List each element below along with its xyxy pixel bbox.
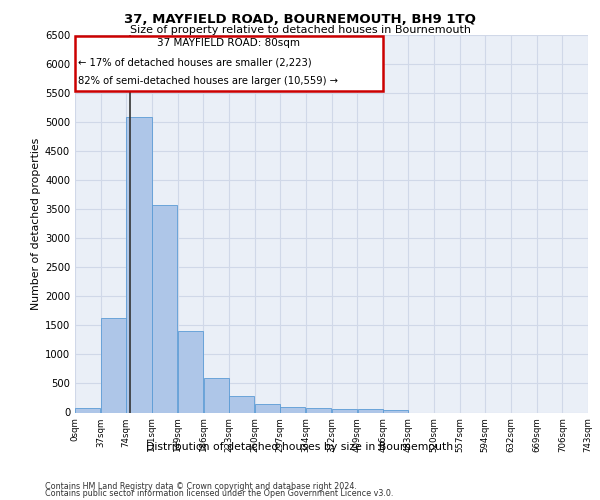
Text: 82% of semi-detached houses are larger (10,559) →: 82% of semi-detached houses are larger (… [79, 76, 338, 86]
Bar [126, 118, 152, 412]
Bar [254, 404, 280, 412]
Bar [332, 409, 357, 412]
Text: 37 MAYFIELD ROAD: 80sqm: 37 MAYFIELD ROAD: 80sqm [157, 38, 301, 48]
Bar [203, 378, 229, 412]
Bar [383, 410, 409, 412]
Bar [280, 406, 305, 412]
Text: Distribution of detached houses by size in Bournemouth: Distribution of detached houses by size … [146, 442, 454, 452]
Bar [229, 396, 254, 412]
Text: Contains public sector information licensed under the Open Government Licence v3: Contains public sector information licen… [45, 489, 394, 498]
Bar [75, 36, 383, 92]
Bar [358, 410, 383, 412]
Bar [178, 330, 203, 412]
Text: Contains HM Land Registry data © Crown copyright and database right 2024.: Contains HM Land Registry data © Crown c… [45, 482, 357, 491]
Text: Size of property relative to detached houses in Bournemouth: Size of property relative to detached ho… [130, 25, 470, 35]
Y-axis label: Number of detached properties: Number of detached properties [31, 138, 41, 310]
Bar [152, 205, 177, 412]
Text: 37, MAYFIELD ROAD, BOURNEMOUTH, BH9 1TQ: 37, MAYFIELD ROAD, BOURNEMOUTH, BH9 1TQ [124, 13, 476, 26]
Bar [306, 408, 331, 412]
Text: ← 17% of detached houses are smaller (2,223): ← 17% of detached houses are smaller (2,… [79, 57, 312, 67]
Bar [101, 318, 126, 412]
Bar [75, 408, 100, 412]
